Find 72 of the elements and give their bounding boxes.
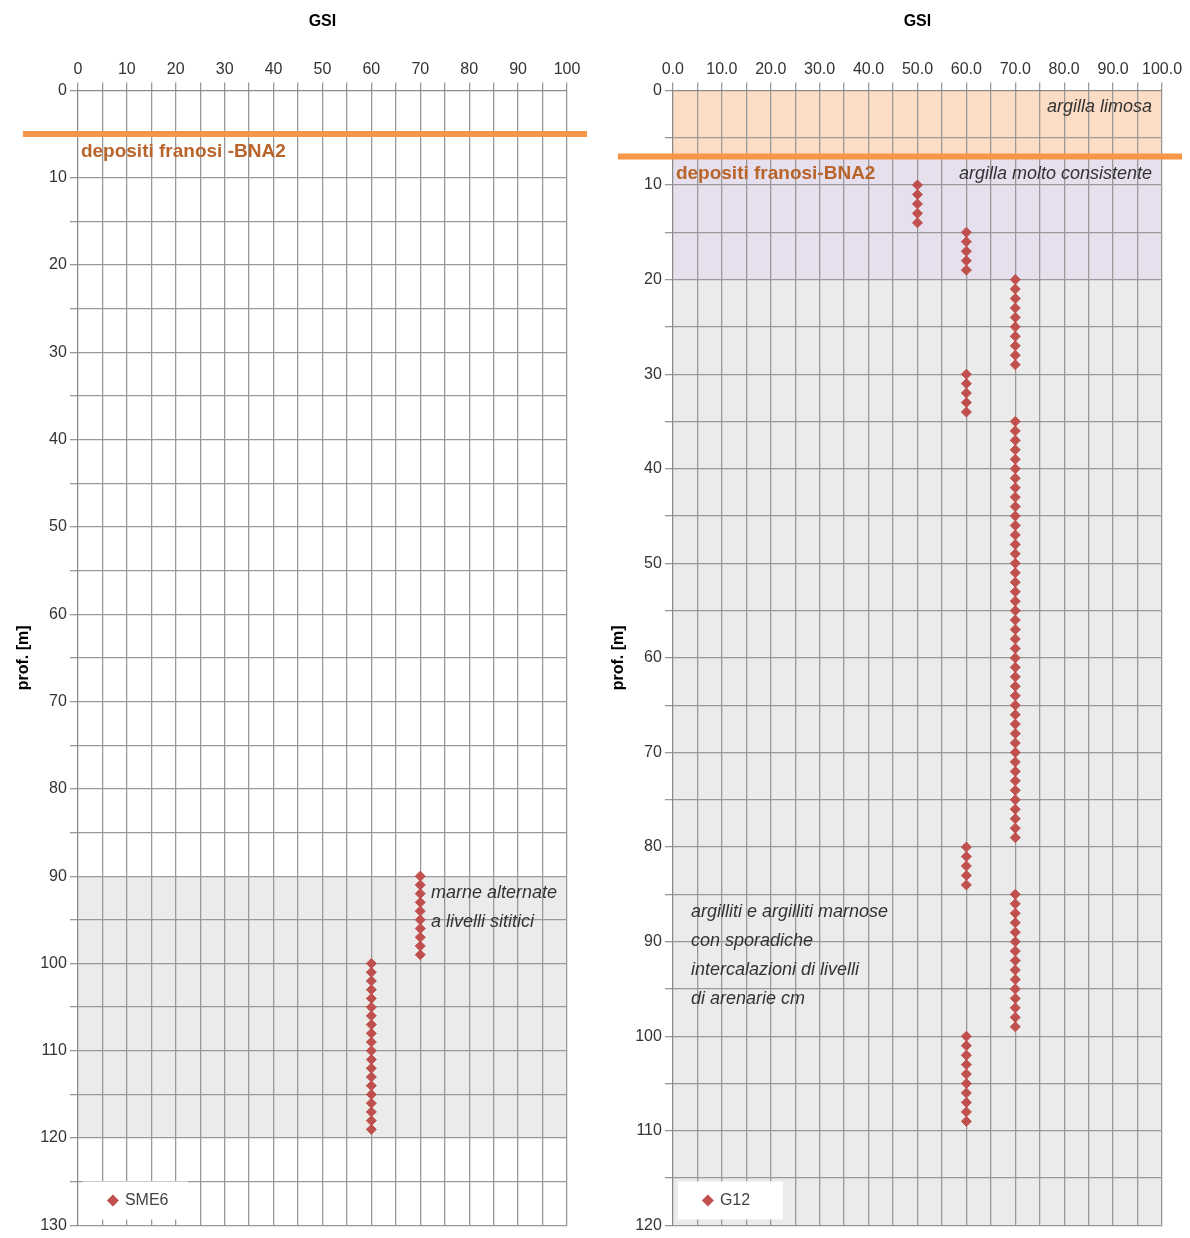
point [365, 1106, 377, 1118]
y-axis-title: prof. [m] [14, 625, 32, 691]
x-tick-label: 20.0 [755, 60, 787, 78]
x-tick-label: 60.0 [950, 60, 983, 78]
x-tick-label: 60 [362, 60, 381, 78]
y-tick-label: 70 [49, 691, 67, 709]
x-tick-label: 20 [166, 60, 185, 78]
x-tick-label: 50 [313, 60, 332, 78]
legend-label: G12 [719, 1190, 751, 1208]
y-tick-label: 10 [644, 175, 662, 193]
y-tick-label: 120 [635, 1215, 662, 1233]
y-tick-label: 50 [49, 517, 67, 535]
x-tick-label: 10 [117, 60, 136, 78]
y-tick-label: 90 [644, 932, 662, 950]
point [414, 940, 426, 952]
y-tick-label: 110 [636, 1121, 662, 1139]
point [365, 975, 377, 987]
y-axis-title: prof. [m] [609, 625, 627, 691]
point [414, 931, 426, 943]
y-tick-label: 80 [644, 837, 662, 855]
x-tick-label: 0 [73, 60, 83, 78]
y-tick-label: 30 [644, 364, 662, 382]
x-tick-label: 0.0 [661, 60, 685, 78]
point [365, 1071, 377, 1083]
x-tick-label: 90 [509, 60, 528, 78]
x-tick-label: 100 [553, 60, 581, 78]
point [414, 879, 426, 891]
x-tick-label: 100.0 [1141, 60, 1183, 78]
y-tick-label: 50 [644, 553, 662, 571]
point [414, 870, 426, 882]
ref-line-label: depositi franosi -BNA2 [80, 139, 286, 161]
point [365, 1036, 377, 1048]
band-label: argilla limosa [1046, 96, 1153, 117]
band-label: argilla molto consistente [958, 162, 1153, 183]
band-label: marne alternate a livelli sititici [430, 882, 558, 932]
y-tick-label: 20 [644, 269, 662, 287]
y-tick-label: 40 [644, 459, 662, 477]
y-tick-label: 110 [41, 1041, 67, 1059]
x-tick-label: 30.0 [804, 60, 836, 78]
y-tick-label: 40 [49, 430, 67, 448]
y-tick-label: 130 [40, 1215, 67, 1233]
point [365, 957, 377, 969]
y-tick-label: 20 [49, 255, 67, 273]
x-axis-title: GSI [903, 12, 932, 30]
y-tick-label: 100 [40, 953, 67, 971]
x-tick-label: 90.0 [1097, 60, 1129, 78]
ref-line-label: depositi franosi-BNA2 [675, 162, 876, 184]
y-tick-label: 70 [644, 742, 662, 760]
point [414, 949, 426, 961]
x-axis-title: GSI [308, 12, 337, 30]
point [414, 905, 426, 917]
x-tick-label: 40.0 [852, 60, 885, 78]
y-tick-label: 100 [635, 1026, 662, 1044]
y-tick-label: 60 [49, 604, 67, 622]
y-tick-label: 120 [40, 1128, 67, 1146]
y-tick-label: 90 [49, 866, 67, 884]
band-label: argilliti e argilliti marnose con sporadiche intercalazioni di livelli di arenarie cm [690, 900, 888, 1008]
legend-label: SME6 [124, 1190, 169, 1208]
x-tick-label: 50.0 [901, 60, 934, 78]
x-tick-label: 40 [264, 60, 283, 78]
y-tick-label: 10 [49, 168, 67, 186]
x-tick-label: 30 [215, 60, 234, 78]
y-tick-label: 0 [652, 80, 662, 98]
x-tick-label: 70 [411, 60, 430, 78]
x-tick-label: 80 [460, 60, 479, 78]
y-tick-label: 30 [49, 342, 67, 360]
x-tick-label: 10.0 [706, 60, 738, 78]
y-tick-label: 0 [57, 80, 67, 98]
y-tick-label: 80 [49, 779, 67, 797]
x-tick-label: 80.0 [1048, 60, 1080, 78]
y-tick-label: 60 [644, 648, 662, 666]
x-tick-label: 70.0 [999, 60, 1031, 78]
